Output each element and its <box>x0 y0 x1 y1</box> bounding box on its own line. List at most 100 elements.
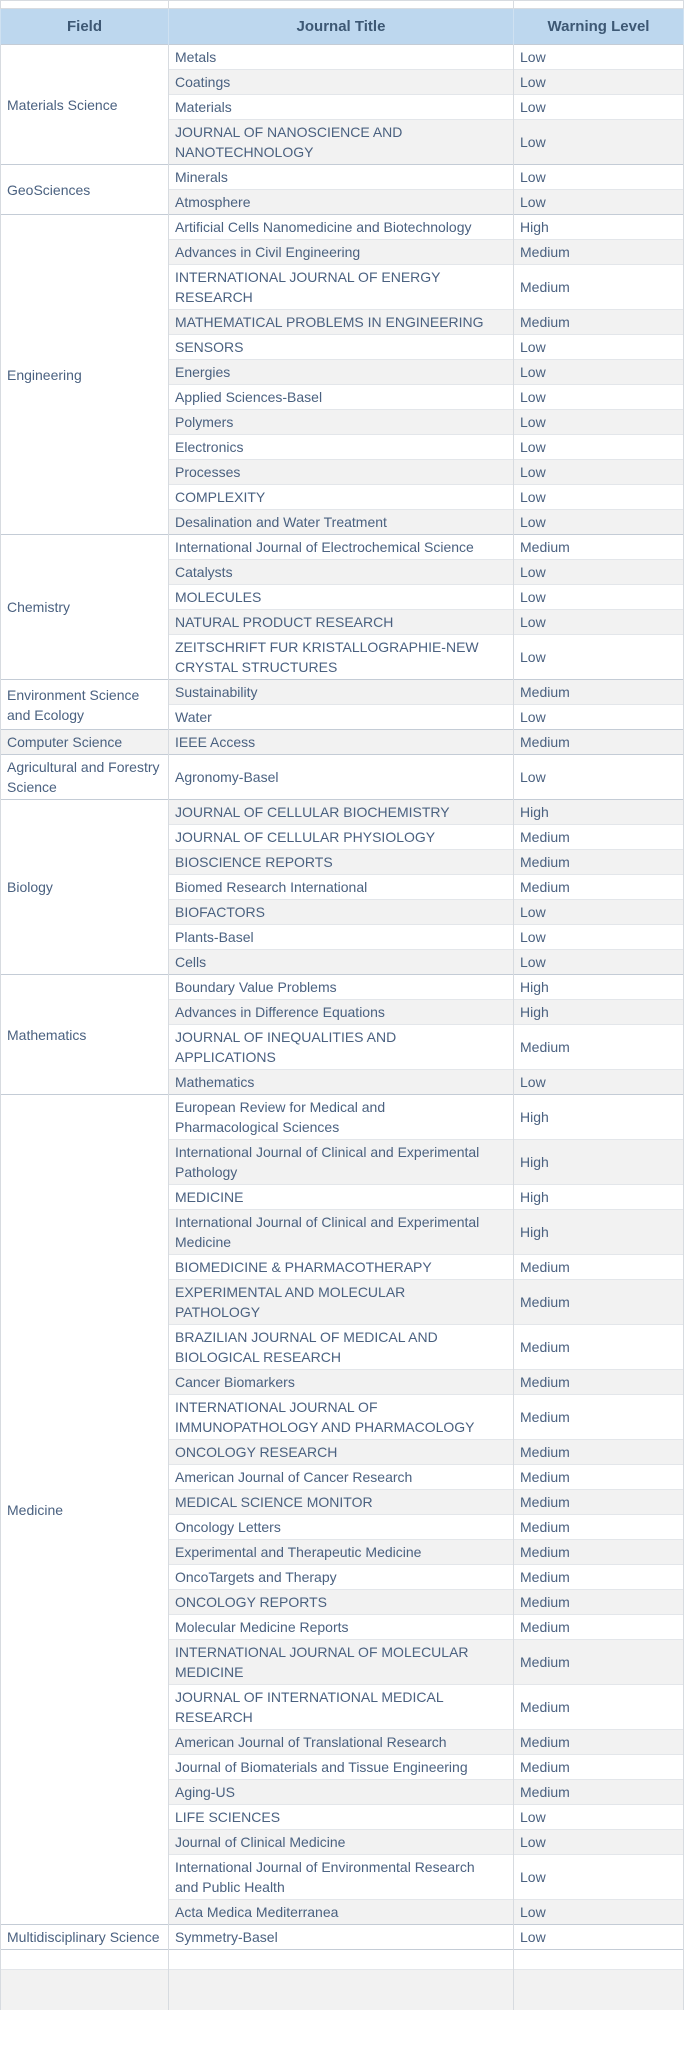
table-row: Mathematics Low <box>1 1069 684 1095</box>
journal-title-cell: Cells <box>168 949 514 975</box>
journal-title-cell: International Journal of Environmental R… <box>168 1854 514 1900</box>
journal-title-cell: OncoTargets and Therapy <box>168 1564 514 1590</box>
table-row: BIOSCIENCE REPORTS Medium <box>1 849 684 875</box>
table-row: Advances in Difference Equations High <box>1 999 684 1025</box>
warning-level-cell: Low <box>513 584 684 610</box>
journal-title-cell: JOURNAL OF INEQUALITIES AND APPLICATIONS <box>168 1024 514 1070</box>
journal-title-cell: Plants-Basel <box>168 924 514 950</box>
table-row: BIOMEDICINE & PHARMACOTHERAPY Medium <box>1 1254 684 1280</box>
journal-title-cell: BRAZILIAN JOURNAL OF MEDICAL AND BIOLOGI… <box>168 1324 514 1370</box>
warning-level-cell: Low <box>513 1854 684 1900</box>
table-row: MEDICINE High <box>1 1184 684 1210</box>
table-row: International Journal of Clinical and Ex… <box>1 1209 684 1255</box>
field-cell: Computer Science <box>0 729 169 755</box>
journal-title-cell: EXPERIMENTAL AND MOLECULAR PATHOLOGY <box>168 1279 514 1325</box>
empty-cell <box>0 1969 169 2010</box>
journal-title-cell: BIOSCIENCE REPORTS <box>168 849 514 875</box>
journal-title-cell: ONCOLOGY REPORTS <box>168 1589 514 1615</box>
warning-level-cell: Medium <box>513 1279 684 1325</box>
journal-title-cell: Aging-US <box>168 1779 514 1805</box>
warning-level-cell: Low <box>513 164 684 190</box>
warning-level-cell: Low <box>513 949 684 975</box>
table-row: INTERNATIONAL JOURNAL OF IMMUNOPATHOLOGY… <box>1 1394 684 1440</box>
field-cell: Environment Science and Ecology <box>0 679 169 730</box>
warning-level-cell: Medium <box>513 1539 684 1565</box>
journal-title-cell: European Review for Medical and Pharmaco… <box>168 1094 514 1140</box>
warning-level-cell: Low <box>513 434 684 460</box>
warning-level-cell: High <box>513 1094 684 1140</box>
warning-level-cell: Medium <box>513 1254 684 1280</box>
journal-title-cell: JOURNAL OF NANOSCIENCE AND NANOTECHNOLOG… <box>168 119 514 165</box>
journal-title-cell: MEDICAL SCIENCE MONITOR <box>168 1489 514 1515</box>
table-row: Journal of Biomaterials and Tissue Engin… <box>1 1754 684 1780</box>
table-row: Coatings Low <box>1 69 684 95</box>
journal-title-cell: LIFE SCIENCES <box>168 1804 514 1830</box>
table-row: Agricultural and Forestry Science Agronom… <box>0 754 684 800</box>
empty-row <box>0 1949 684 1970</box>
table-row: Advances in Civil Engineering Medium <box>1 239 684 265</box>
warning-level-cell: Medium <box>513 1464 684 1490</box>
warning-level-cell: Medium <box>513 1614 684 1640</box>
table-row: Cells Low <box>1 949 684 975</box>
table-row: NATURAL PRODUCT RESEARCH Low <box>1 609 684 635</box>
table-row: Experimental and Therapeutic Medicine Med… <box>1 1539 684 1565</box>
warning-level-cell: Medium <box>513 1639 684 1685</box>
column-header-journal-title: Journal Title <box>168 8 514 45</box>
warning-level-cell: Medium <box>513 534 684 560</box>
table-row: Water Low <box>1 704 684 730</box>
table-row: Molecular Medicine Reports Medium <box>1 1614 684 1640</box>
warning-level-cell: Low <box>513 334 684 360</box>
table-row: MEDICAL SCIENCE MONITOR Medium <box>1 1489 684 1515</box>
journal-title-cell: Agronomy-Basel <box>168 754 514 800</box>
journal-title-cell: INTERNATIONAL JOURNAL OF ENERGY RESEARCH <box>168 264 514 310</box>
warning-level-cell: Medium <box>513 1729 684 1755</box>
warning-level-cell: Low <box>513 1829 684 1855</box>
table-row: Applied Sciences-Basel Low <box>1 384 684 410</box>
journal-title-cell: JOURNAL OF CELLULAR BIOCHEMISTRY <box>168 799 514 825</box>
table-row: COMPLEXITY Low <box>1 484 684 510</box>
field-cell: GeoSciences <box>0 164 169 215</box>
field-cell: Chemistry <box>0 534 169 680</box>
warning-level-cell: Medium <box>513 874 684 900</box>
journal-title-cell: Oncology Letters <box>168 1514 514 1540</box>
warning-level-cell: High <box>513 999 684 1025</box>
journal-title-cell: NATURAL PRODUCT RESEARCH <box>168 609 514 635</box>
warning-level-cell: Low <box>513 559 684 585</box>
field-cell: Biology <box>0 799 169 975</box>
journal-title-cell: JOURNAL OF INTERNATIONAL MEDICAL RESEARC… <box>168 1684 514 1730</box>
table-row: BRAZILIAN JOURNAL OF MEDICAL AND BIOLOGI… <box>1 1324 684 1370</box>
journal-title-cell: ZEITSCHRIFT FUR KRISTALLOGRAPHIE-NEW CRY… <box>168 634 514 680</box>
journal-title-cell: Molecular Medicine Reports <box>168 1614 514 1640</box>
field-cell: Engineering <box>0 214 169 535</box>
journal-title-cell: INTERNATIONAL JOURNAL OF MOLECULAR MEDIC… <box>168 1639 514 1685</box>
journal-title-cell: Processes <box>168 459 514 485</box>
journal-title-cell: Coatings <box>168 69 514 95</box>
table-row: INTERNATIONAL JOURNAL OF MOLECULAR MEDIC… <box>1 1639 684 1685</box>
warning-level-cell: High <box>513 214 684 240</box>
warning-level-cell: Medium <box>513 679 684 705</box>
table-row: Biomed Research International Medium <box>1 874 684 900</box>
journal-title-cell: BIOMEDICINE & PHARMACOTHERAPY <box>168 1254 514 1280</box>
warning-level-cell: High <box>513 799 684 825</box>
journal-title-cell: JOURNAL OF CELLULAR PHYSIOLOGY <box>168 824 514 850</box>
table-row: Catalysts Low <box>1 559 684 585</box>
table-row: ZEITSCHRIFT FUR KRISTALLOGRAPHIE-NEW CRY… <box>1 634 684 680</box>
journal-title-cell: Materials <box>168 94 514 120</box>
journal-title-cell: American Journal of Translational Resear… <box>168 1729 514 1755</box>
field-cell: Multidisciplinary Science <box>0 1924 169 1950</box>
table-row: MOLECULES Low <box>1 584 684 610</box>
journal-title-cell: Desalination and Water Treatment <box>168 509 514 535</box>
journal-title-cell: Advances in Civil Engineering <box>168 239 514 265</box>
warning-level-cell: Medium <box>513 729 684 755</box>
warning-level-cell: Low <box>513 189 684 215</box>
warning-level-cell: High <box>513 1139 684 1185</box>
table-row: ONCOLOGY RESEARCH Medium <box>1 1439 684 1465</box>
journal-warning-table: Field Journal Title Warning Level Materi… <box>0 0 684 2010</box>
field-cell: Materials Science <box>0 44 169 165</box>
warning-level-cell: Low <box>513 119 684 165</box>
warning-level-cell: Low <box>513 1899 684 1925</box>
warning-level-cell: Medium <box>513 1564 684 1590</box>
table-row: Journal of Clinical Medicine Low <box>1 1829 684 1855</box>
table-row: SENSORS Low <box>1 334 684 360</box>
journal-title-cell: ONCOLOGY RESEARCH <box>168 1439 514 1465</box>
